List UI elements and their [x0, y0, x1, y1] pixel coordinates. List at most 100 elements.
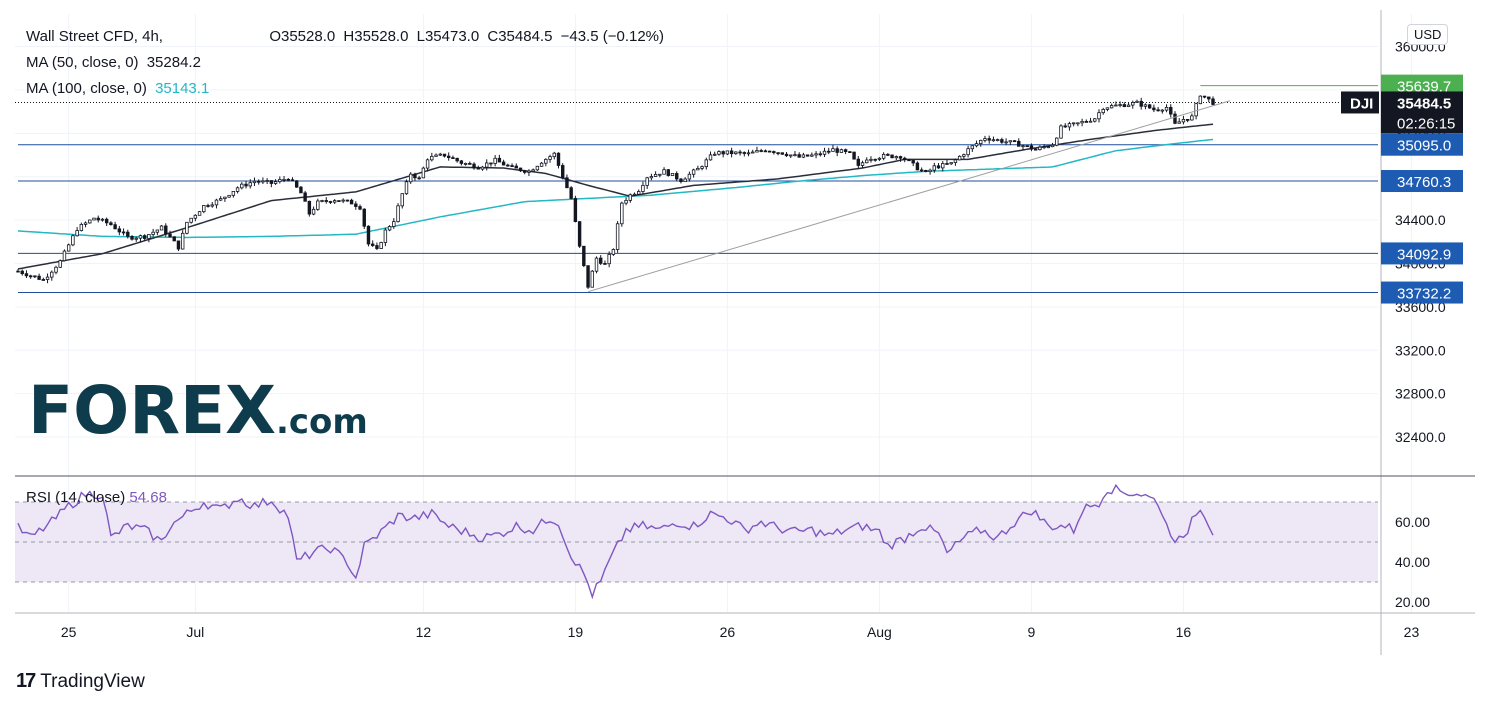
candle-body [142, 235, 147, 239]
candle-body [1071, 122, 1076, 125]
candle-body [421, 167, 426, 179]
price-label-text: 35639.7 [1397, 79, 1451, 96]
candle-body [1101, 109, 1105, 114]
candle-body [489, 162, 493, 165]
candle-body [763, 150, 768, 153]
candle-body [256, 180, 261, 183]
candle-body [801, 154, 806, 158]
price-label-text: 34092.9 [1397, 246, 1451, 263]
tradingview-brand[interactable]: 17 TradingView [16, 670, 145, 693]
candle-body [400, 193, 404, 207]
candle-body [151, 231, 155, 235]
candle-body [240, 183, 244, 189]
candle-body [493, 157, 497, 164]
candle-body [117, 228, 122, 233]
candle-body [497, 157, 502, 163]
price-label-text: 33732.2 [1397, 286, 1451, 303]
symbol-title[interactable]: Wall Street CFD, 4h, [26, 28, 163, 45]
candle-body [725, 150, 730, 155]
candle-body [180, 232, 185, 250]
candle-body [37, 275, 41, 280]
logo-main-text: FOREX [28, 372, 276, 449]
candle-body [79, 224, 84, 232]
candle-body [717, 151, 721, 155]
candle-body [244, 183, 248, 187]
ma50-legend[interactable]: MA (50, close, 0) 35284.2 [26, 54, 205, 71]
x-tick-label: 26 [720, 624, 736, 640]
ma100-legend[interactable]: MA (100, close, 0) 35143.1 [26, 80, 213, 97]
candle-body [121, 231, 126, 234]
candle-body [561, 165, 565, 179]
candle-body [459, 160, 464, 164]
candle-body [370, 243, 375, 246]
candle-body [417, 177, 421, 180]
candle-body [903, 157, 907, 161]
rsi-legend[interactable]: RSI (14, close) 54.68 [26, 489, 167, 506]
candle-body [979, 139, 983, 145]
candle-body [1181, 118, 1186, 123]
y-tick-label: 34400.0 [1395, 212, 1446, 228]
candle-body [1021, 145, 1025, 148]
candle-body [299, 186, 303, 194]
change-value: −43.5 (−0.12%) [560, 28, 665, 45]
rsi-label: RSI (14, close) [26, 489, 126, 506]
candle-body [138, 235, 143, 239]
candle-body [485, 162, 489, 168]
candle-body [88, 219, 92, 224]
candle-body [214, 199, 219, 206]
candle-body [286, 178, 290, 181]
candle-body [780, 152, 785, 155]
trendline [587, 100, 1231, 293]
price-labels: 35639.7 35095.0 34760.3 34092.9 33732.2 DJI 35… [1341, 74, 1463, 304]
candle-body [890, 154, 894, 159]
candle-body [16, 270, 20, 273]
candle-body [455, 157, 459, 162]
candle-body [1017, 140, 1021, 147]
candle-body [535, 165, 540, 171]
candle-body [696, 167, 700, 171]
candle-body [962, 154, 966, 157]
candle-body [396, 205, 400, 222]
candle-body [789, 154, 793, 157]
candle-body [510, 165, 514, 167]
open-value: O35528.0 [269, 28, 336, 45]
candle-body [1194, 103, 1198, 117]
candle-body [75, 230, 79, 237]
candle-body [708, 154, 713, 161]
candle-body [1190, 115, 1194, 121]
current-price-box [1381, 91, 1463, 134]
candle-body [1076, 122, 1080, 125]
candle-body [476, 167, 480, 170]
candle-body [734, 151, 738, 155]
candle-body [814, 153, 818, 156]
candle-body [349, 199, 354, 205]
candle-body [472, 163, 476, 169]
candle-body [294, 180, 299, 188]
tradingview-label: TradingView [40, 670, 145, 692]
candle-body [856, 158, 861, 166]
candle-body [865, 159, 869, 164]
candle-body [1084, 121, 1089, 123]
candle-body [265, 180, 269, 182]
candle-body [375, 245, 379, 249]
candle-body [362, 208, 366, 227]
candle-body [1093, 118, 1097, 122]
current-price-text: 35484.5 [1397, 95, 1451, 112]
candle-body [523, 170, 527, 173]
candle-body [1033, 148, 1038, 151]
candle-body [641, 184, 645, 192]
candle-body [235, 187, 240, 192]
price-label-box [1381, 170, 1463, 193]
x-tick-label: 19 [568, 624, 584, 640]
currency-button[interactable]: USD [1407, 24, 1449, 45]
candle-body [155, 229, 160, 233]
tradingview-logo-icon: 17 [16, 670, 36, 692]
horizontal-levels [15, 85, 1378, 294]
candle-body [721, 151, 725, 155]
candle-body [653, 174, 658, 177]
candle-body [45, 276, 50, 280]
candle-body [767, 150, 772, 153]
candle-body [772, 151, 776, 154]
candle-body [387, 226, 392, 231]
